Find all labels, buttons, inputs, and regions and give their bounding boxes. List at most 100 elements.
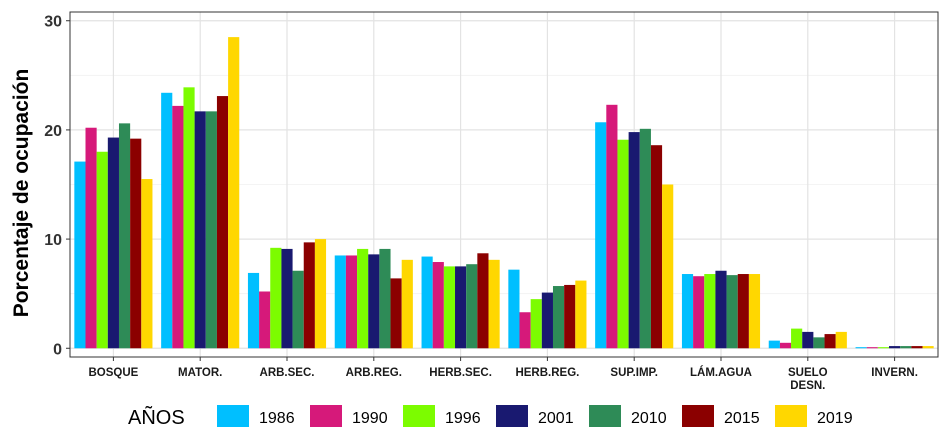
bar [650, 145, 663, 349]
bar [693, 276, 705, 349]
plot-panel-border [69, 11, 939, 358]
bar [183, 87, 195, 349]
bar [314, 239, 327, 349]
bar [617, 139, 629, 349]
bar [748, 274, 761, 349]
bar [379, 248, 391, 349]
y-axis-ticks: 0 10 20 30 [44, 14, 70, 358]
y-tick-label: 0 [53, 341, 62, 358]
bars-layer [74, 37, 934, 349]
bar [390, 278, 402, 349]
y-tick-label: 30 [44, 14, 62, 31]
bar [541, 292, 553, 349]
bar [704, 274, 716, 349]
bar [575, 280, 587, 349]
bar [802, 331, 814, 349]
bar [877, 347, 890, 349]
bar [628, 132, 640, 349]
bar [421, 256, 433, 349]
y-tick-label: 20 [44, 123, 62, 140]
bar [488, 259, 500, 349]
bar [564, 284, 576, 349]
bar [118, 123, 131, 349]
legend-label: 1986 [259, 410, 295, 427]
x-tick-label: ARB.REG. [346, 367, 402, 379]
legend-key [403, 405, 435, 427]
bar [813, 337, 825, 349]
bar [855, 347, 867, 349]
legend-key [775, 405, 807, 427]
bar [85, 127, 97, 349]
x-tick-label: HERB.REG. [515, 367, 579, 379]
bar [606, 104, 618, 349]
legend-label: 1990 [352, 410, 388, 427]
legend-key [310, 405, 342, 427]
x-tick-label: SUELO DESN. [788, 367, 828, 392]
bar [443, 266, 456, 349]
x-tick-label: SUP.IMP. [610, 367, 658, 379]
bar [779, 342, 792, 349]
bar [96, 151, 108, 349]
bar [228, 37, 240, 349]
bar [345, 255, 358, 349]
legend-label: 2019 [817, 410, 853, 427]
bar [900, 346, 912, 349]
bar [259, 291, 271, 349]
bar [530, 299, 542, 349]
legend-key [589, 405, 621, 427]
bar [911, 346, 923, 349]
bar [74, 161, 86, 349]
legend-label: 2010 [631, 410, 667, 427]
bar [477, 253, 489, 349]
bar [247, 272, 260, 349]
bar [681, 274, 694, 349]
legend-label: 1996 [445, 410, 481, 427]
bar [519, 312, 531, 349]
bar [205, 111, 217, 349]
legend-key [217, 405, 249, 427]
legend-title: AÑOS [128, 405, 185, 429]
x-tick-label: INVERN. [871, 367, 918, 379]
bar [466, 264, 478, 349]
x-tick-label: HERB.SEC. [429, 367, 492, 379]
bar [889, 346, 901, 349]
bar [866, 347, 878, 349]
bar [107, 137, 119, 349]
bar [432, 262, 444, 349]
legend-key [496, 405, 528, 427]
legend-label: 2001 [538, 410, 574, 427]
x-tick-label: LÁM.AGUA [690, 366, 752, 379]
bar [357, 248, 369, 349]
x-tick-label: MATOR. [178, 367, 222, 379]
x-tick-label: BOSQUE [88, 367, 138, 379]
bar [161, 92, 173, 349]
legend-key [682, 405, 714, 427]
bar [791, 328, 803, 349]
bar [768, 340, 780, 349]
x-axis-ticks: BOSQUE MATOR. ARB.SEC. ARB.REG. HERB.SEC. HER… [88, 357, 918, 392]
bar [368, 254, 380, 349]
x-tick-label: ARB.SEC. [260, 367, 315, 379]
y-axis-label: Porcentaje de ocupación [10, 69, 33, 318]
bar [292, 270, 304, 349]
legend-label: 2015 [724, 410, 760, 427]
bar [715, 270, 727, 349]
bar [595, 122, 607, 349]
bar [334, 255, 346, 349]
bar [141, 179, 153, 349]
bar [455, 266, 467, 349]
bar [270, 247, 282, 349]
bar [726, 275, 738, 349]
bar [662, 184, 674, 349]
bar [737, 274, 749, 349]
legend: AÑOS 1986 1990 1996 2001 2010 2015 2019 [128, 405, 853, 429]
bar [172, 105, 184, 349]
bar [216, 96, 229, 349]
bar [508, 269, 520, 349]
bar [130, 138, 142, 349]
bar [281, 248, 293, 349]
bar [922, 346, 934, 349]
bar [401, 259, 413, 349]
bar [194, 111, 206, 349]
